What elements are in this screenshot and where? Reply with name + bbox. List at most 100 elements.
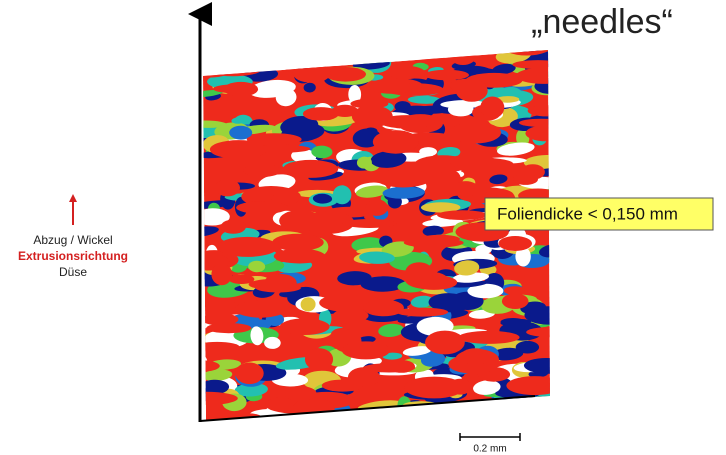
orientation-direction: Extrusionsrichtung [18,249,128,263]
particle [283,160,338,178]
particle [507,407,559,426]
particle [330,42,367,58]
particle [217,237,278,257]
particle [247,133,302,145]
particle [513,411,534,432]
particle [348,367,380,387]
particle [366,199,388,216]
particle [404,377,464,399]
particle [424,70,469,81]
particle [333,40,394,54]
particle [458,331,519,344]
page: {"title": "„needles“", "orientation": {"… [0,0,726,455]
title: „needles“ [531,3,673,41]
particle [213,84,255,93]
particle [369,81,412,94]
particle [232,52,245,66]
particle [174,392,238,405]
particle [318,47,363,60]
particle [215,179,240,196]
particle [235,363,263,385]
particle [352,105,393,127]
particle [516,68,570,84]
particle [284,386,317,401]
particle [265,42,292,60]
particle [387,179,416,187]
particle [230,105,287,115]
particle [342,219,396,228]
particle [525,125,567,141]
particle [504,286,526,295]
particle [333,309,369,323]
particle [254,51,287,62]
particle [506,376,562,395]
particle [528,105,566,116]
particle [280,44,318,54]
particle [338,410,353,428]
particle [226,47,263,68]
particle [235,301,286,318]
particle [388,44,451,56]
orientation-top: Abzug / Wickel [33,233,112,247]
particle [221,220,246,234]
particle [206,323,251,333]
particle [469,410,504,431]
direction-arrowhead [69,194,77,202]
particle [447,155,496,167]
particle [256,284,301,293]
particle [261,49,312,65]
particle [425,331,465,355]
particle [450,79,486,93]
particle [272,234,323,251]
particle [255,46,287,69]
particle [311,45,365,57]
scale-bar-label: 0.2 mm [473,444,506,455]
particle [484,404,498,415]
particle [305,348,333,370]
particle [236,201,288,214]
particle [420,235,460,243]
particle [242,193,274,202]
particle [434,413,475,422]
orientation-bottom: Düse [59,265,87,279]
particle [512,60,563,69]
particle [526,327,579,337]
particle [358,51,389,63]
particle [342,341,390,359]
slide: „needles“ Abzug / Wickel Extrusionsricht… [0,0,726,455]
particle [436,406,499,420]
particle [378,40,423,53]
particle [525,397,560,416]
particle [373,130,419,154]
particle [280,318,330,335]
particle [448,103,474,117]
particle [363,300,404,317]
particle-volume [174,35,579,434]
particle [358,42,374,50]
particle [450,47,476,65]
particle [460,348,491,364]
particle [415,39,472,55]
particle [205,64,261,76]
particle [289,416,322,431]
particle [450,122,501,144]
particle [213,50,234,60]
particle [188,49,230,70]
particle [325,67,366,82]
particle [293,63,331,82]
particle [303,107,339,121]
particle [301,53,323,65]
particle [185,59,234,78]
particle [422,55,445,66]
particle [437,210,487,220]
particle [513,174,538,185]
particle [249,46,290,61]
particle [224,55,252,68]
particle [405,262,433,282]
particle [397,308,448,317]
particle [480,97,504,119]
particle [432,409,470,427]
particle [502,399,565,419]
particle [270,46,315,68]
particle [388,66,425,79]
